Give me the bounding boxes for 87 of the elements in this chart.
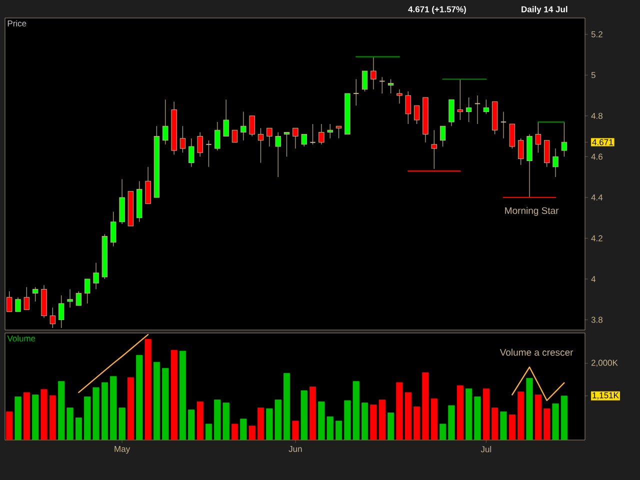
candlestick — [93, 262, 99, 290]
bar — [492, 408, 498, 440]
x-tick-label: May — [114, 446, 130, 454]
candlestick — [518, 138, 524, 166]
y-tick-label: 4 — [591, 276, 596, 282]
candlestick — [266, 128, 272, 147]
candlestick — [110, 211, 116, 247]
bar — [144, 338, 152, 440]
candlestick — [379, 76, 386, 94]
y-axis-title: Price — [8, 20, 26, 26]
y-tick-label: 5.2 — [591, 31, 602, 38]
candlestick — [561, 122, 568, 157]
candlestick — [292, 128, 298, 149]
candlestick — [301, 134, 307, 147]
x-tick-label: Jun — [288, 446, 302, 452]
bar — [75, 418, 82, 440]
line-series — [512, 366, 565, 402]
bar — [518, 391, 524, 440]
candlestick — [457, 78, 464, 120]
y-tick-label: 5 — [591, 72, 596, 78]
candlestick — [552, 148, 558, 178]
candlestick — [535, 122, 542, 153]
candlestick — [327, 124, 333, 139]
candlestick — [310, 124, 316, 145]
y-tick-label: 2,000K — [591, 360, 618, 367]
chart-title: 4.671 (+1.57%) — [408, 6, 466, 14]
y-tick-label: 4.671 — [592, 139, 613, 146]
bar — [23, 392, 30, 440]
y-tick-label: 4.4 — [591, 194, 603, 200]
bar — [179, 350, 186, 440]
x-tick-label: Jul — [480, 446, 492, 452]
bar — [335, 420, 342, 440]
bar — [240, 418, 247, 440]
candlestick — [180, 126, 186, 153]
candlestick — [188, 138, 194, 168]
bar — [292, 420, 299, 440]
candlestick — [15, 297, 21, 312]
y-tick-label: 3.8 — [591, 316, 602, 323]
y-tick-label: 4.8 — [591, 112, 602, 119]
candlestick — [388, 78, 394, 94]
bar — [361, 402, 368, 440]
candlestick — [483, 99, 490, 114]
candlestick — [258, 128, 264, 164]
candlestick — [396, 89, 402, 104]
candlestick — [162, 99, 168, 145]
candlestick — [500, 112, 507, 139]
y-axis-title: Volume — [7, 335, 36, 342]
candlestick — [318, 124, 324, 145]
candlestick — [414, 105, 420, 124]
candlestick — [84, 278, 90, 304]
candlestick — [240, 112, 246, 141]
candlestick — [370, 56, 376, 90]
bar — [309, 386, 316, 440]
annotation: Morning Star — [505, 207, 559, 216]
candlestick — [206, 140, 212, 168]
candlestick — [405, 91, 411, 124]
y-tick-label: 4.2 — [591, 235, 602, 242]
candlestick — [336, 126, 342, 139]
candlestick — [232, 130, 238, 143]
candlestick — [214, 122, 220, 151]
candlestick — [440, 126, 446, 147]
candlestick — [509, 124, 516, 149]
bar — [170, 350, 178, 440]
y-tick-label: 4.6 — [591, 154, 602, 160]
candlestick — [544, 140, 550, 168]
candlestick — [223, 99, 229, 137]
candlestick — [67, 288, 73, 308]
candlestick — [466, 97, 472, 122]
y-tick-label: 1,151K — [592, 392, 619, 400]
bar — [205, 424, 212, 440]
candlestick — [353, 78, 360, 106]
chart-subtitle: Daily 14 Jul — [522, 6, 568, 14]
candlestick — [474, 95, 481, 124]
annotation: Volume a crescer — [500, 348, 574, 356]
candlestick — [284, 132, 290, 157]
bar — [387, 412, 394, 440]
candlestick — [275, 132, 281, 178]
candlestick — [145, 166, 151, 204]
bar — [214, 400, 221, 440]
candlestick — [197, 132, 203, 157]
bar — [526, 378, 533, 440]
candlestick — [249, 116, 255, 137]
candlestick — [32, 286, 38, 302]
candlestick — [24, 286, 30, 310]
candlestick — [76, 290, 82, 306]
candlestick — [448, 99, 454, 126]
candlestick — [362, 70, 368, 92]
